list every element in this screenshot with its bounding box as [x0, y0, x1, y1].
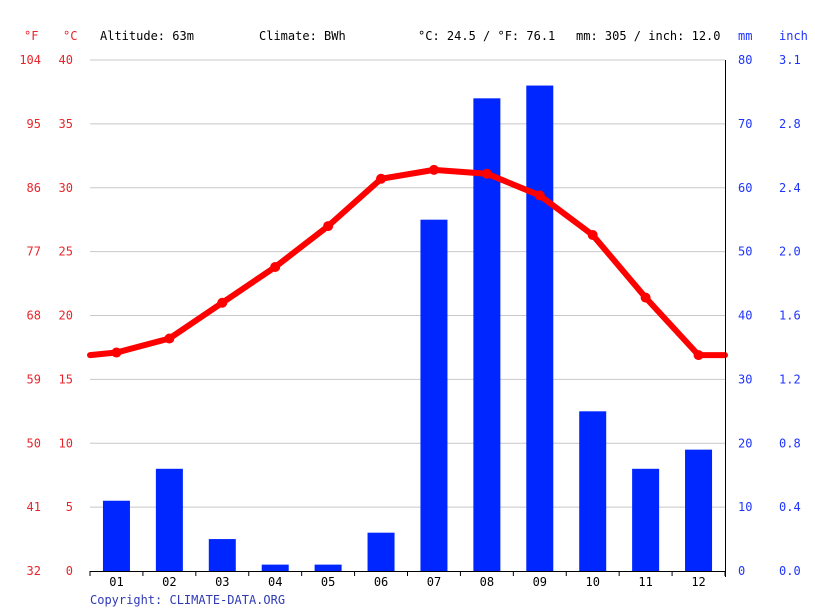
fahrenheit-unit-label: °F: [24, 29, 38, 43]
month-label: 11: [638, 575, 652, 589]
celsius-tick-label: 5: [66, 500, 73, 514]
fahrenheit-tick-label: 50: [27, 436, 41, 450]
inch-tick-label: 1.6: [779, 309, 801, 323]
mm-tick-label: 10: [738, 500, 752, 514]
mm-tick-label: 70: [738, 117, 752, 131]
fahrenheit-tick-label: 86: [27, 181, 41, 195]
month-label: 08: [480, 575, 494, 589]
axes: [89, 60, 726, 577]
celsius-tick-label: 30: [59, 181, 73, 195]
precipitation-bar: [685, 449, 713, 571]
temperature-point: [481, 168, 492, 179]
fahrenheit-tick-label: 41: [27, 500, 41, 514]
month-label: 06: [374, 575, 388, 589]
temperature-point: [164, 333, 175, 344]
fahrenheit-tick-label: 104: [19, 53, 41, 67]
mm-tick-label: 40: [738, 309, 752, 323]
temperature-point: [587, 230, 598, 241]
fahrenheit-tick-label: 95: [27, 117, 41, 131]
grid-lines: [90, 59, 725, 508]
temperature-point: [270, 261, 281, 272]
fahrenheit-tick-label: 68: [27, 309, 41, 323]
month-label: 03: [215, 575, 229, 589]
celsius-tick-label: 40: [59, 53, 73, 67]
month-label: 02: [162, 575, 176, 589]
inch-tick-label: 2.4: [779, 181, 801, 195]
celsius-tick-label: 20: [59, 309, 73, 323]
temperature-point: [217, 297, 228, 308]
temperature-point: [534, 190, 545, 201]
month-label: 12: [691, 575, 705, 589]
temperature-point: [111, 347, 122, 358]
precipitation-bar: [314, 564, 342, 571]
mm-tick-label: 80: [738, 53, 752, 67]
inch-tick-label: 0.0: [779, 564, 801, 578]
inch-tick-label: 3.1: [779, 53, 801, 67]
temperature-point: [693, 350, 704, 361]
month-label: 10: [585, 575, 599, 589]
celsius-tick-label: 0: [66, 564, 73, 578]
month-label: 09: [533, 575, 547, 589]
mm-tick-label: 50: [738, 245, 752, 259]
average-temperature-label: °C: 24.5 / °F: 76.1: [418, 29, 555, 43]
precipitation-bar: [261, 564, 289, 571]
fahrenheit-tick-label: 32: [27, 564, 41, 578]
precipitation-bar: [367, 532, 395, 571]
inch-tick-label: 2.8: [779, 117, 801, 131]
precipitation-bar: [526, 85, 554, 572]
precipitation-bar: [155, 468, 183, 571]
precipitation-bar: [420, 219, 448, 571]
altitude-label: Altitude: 63m: [100, 29, 194, 43]
temperature-point: [640, 292, 651, 303]
mm-tick-label: 20: [738, 436, 752, 450]
precipitation-bar: [632, 468, 660, 571]
month-label: 07: [427, 575, 441, 589]
precipitation-bar: [579, 411, 607, 571]
celsius-tick-label: 25: [59, 245, 73, 259]
month-label: 01: [109, 575, 123, 589]
celsius-unit-label: °C: [63, 29, 77, 43]
mm-tick-label: 60: [738, 181, 752, 195]
mm-tick-label: 0: [738, 564, 745, 578]
fahrenheit-tick-label: 77: [27, 245, 41, 259]
temperature-point: [428, 164, 439, 175]
temperature-line-group: [87, 164, 728, 361]
climate-label: Climate: BWh: [259, 29, 346, 43]
tick-labels: 32 0 0 0.0 41 5 10 0.4 50 10 20 0.8 59 15 30 1.2 68 20 40 1…: [19, 53, 800, 589]
inch-tick-label: 2.0: [779, 245, 801, 259]
month-label: 04: [268, 575, 282, 589]
precipitation-bar: [102, 500, 130, 571]
precipitation-bar: [208, 539, 236, 571]
month-label: 05: [321, 575, 335, 589]
precipitation-bars: [102, 85, 713, 572]
temperature-point: [376, 173, 387, 184]
total-precipitation-label: mm: 305 / inch: 12.0: [576, 29, 721, 43]
inch-unit-label: inch: [779, 29, 808, 43]
mm-unit-label: mm: [738, 29, 752, 43]
temperature-line: [87, 166, 728, 359]
inch-tick-label: 1.2: [779, 372, 801, 386]
inch-tick-label: 0.4: [779, 500, 801, 514]
fahrenheit-tick-label: 59: [27, 372, 41, 386]
celsius-tick-label: 15: [59, 372, 73, 386]
celsius-tick-label: 10: [59, 436, 73, 450]
mm-tick-label: 30: [738, 372, 752, 386]
temperature-point: [323, 221, 334, 232]
copyright-text: Copyright: CLIMATE-DATA.ORG: [90, 593, 285, 607]
inch-tick-label: 0.8: [779, 436, 801, 450]
celsius-tick-label: 35: [59, 117, 73, 131]
